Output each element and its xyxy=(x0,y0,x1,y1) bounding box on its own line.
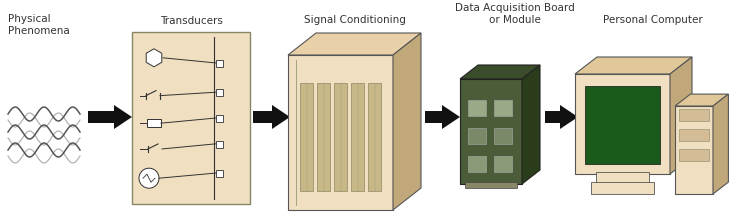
Bar xyxy=(591,182,653,194)
Circle shape xyxy=(139,168,159,188)
Polygon shape xyxy=(575,74,670,174)
Bar xyxy=(317,83,330,191)
Text: Transducers: Transducers xyxy=(160,16,223,26)
Bar xyxy=(88,111,114,123)
Bar xyxy=(468,128,486,144)
Bar xyxy=(351,83,364,191)
Bar xyxy=(216,115,223,122)
Bar xyxy=(368,83,381,191)
Bar xyxy=(494,128,512,144)
Polygon shape xyxy=(146,49,162,67)
Bar xyxy=(585,86,660,164)
Bar xyxy=(679,149,709,161)
Text: Physical
Phenomena: Physical Phenomena xyxy=(8,14,70,36)
Polygon shape xyxy=(460,79,522,184)
Bar xyxy=(334,83,347,191)
Bar xyxy=(300,83,313,191)
Bar xyxy=(494,100,512,116)
Bar xyxy=(216,89,223,96)
Polygon shape xyxy=(713,94,728,194)
Bar xyxy=(147,119,161,127)
Text: Personal Computer: Personal Computer xyxy=(603,15,702,25)
Polygon shape xyxy=(560,105,578,129)
Bar xyxy=(468,156,486,172)
Text: Signal Conditioning: Signal Conditioning xyxy=(304,15,406,25)
Bar xyxy=(425,111,442,123)
Polygon shape xyxy=(575,57,692,74)
Polygon shape xyxy=(460,65,540,79)
Polygon shape xyxy=(393,33,421,210)
Polygon shape xyxy=(522,65,540,184)
Bar xyxy=(596,172,649,184)
Bar xyxy=(679,129,709,141)
Polygon shape xyxy=(442,105,460,129)
Polygon shape xyxy=(675,106,713,194)
Bar xyxy=(216,170,223,177)
Polygon shape xyxy=(670,57,692,174)
Polygon shape xyxy=(114,105,132,129)
Bar xyxy=(679,109,709,121)
Bar xyxy=(253,111,272,123)
Text: Data Acquisition Board
or Module: Data Acquisition Board or Module xyxy=(455,3,574,25)
Bar xyxy=(494,156,512,172)
Polygon shape xyxy=(288,55,393,210)
Polygon shape xyxy=(288,33,421,55)
Polygon shape xyxy=(272,105,290,129)
Bar xyxy=(216,141,223,148)
Bar xyxy=(545,111,560,123)
Bar xyxy=(465,182,517,188)
Bar xyxy=(468,100,486,116)
Bar xyxy=(132,32,250,204)
Bar xyxy=(216,60,223,67)
Polygon shape xyxy=(675,94,728,106)
